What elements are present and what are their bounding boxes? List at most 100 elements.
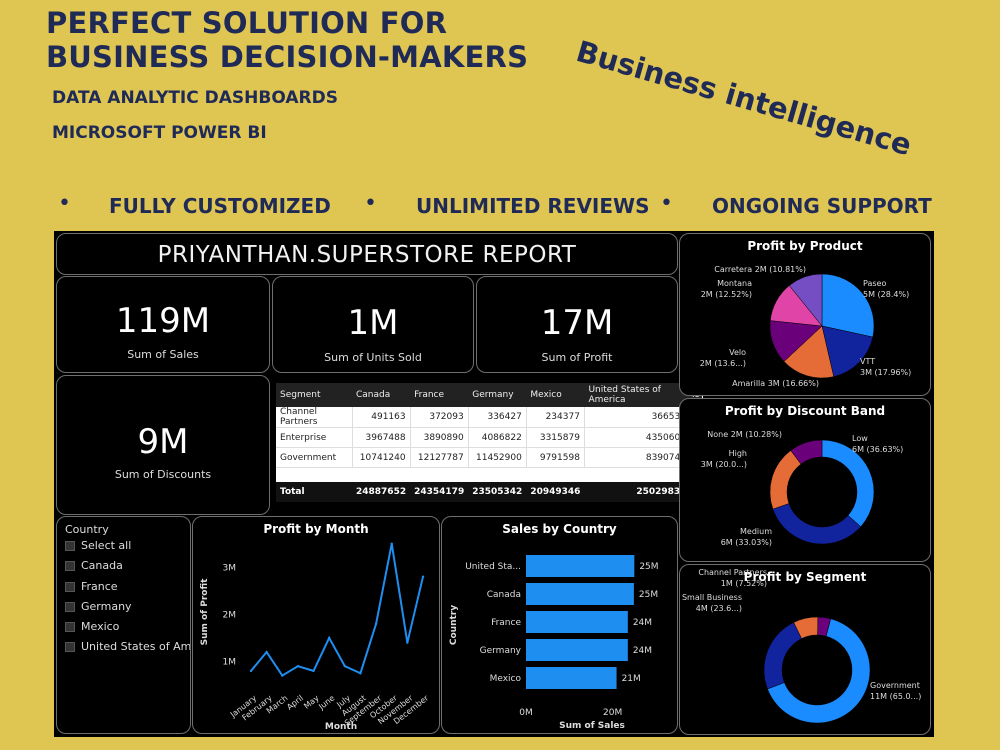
matrix-header-usa[interactable]: United States of America xyxy=(584,383,691,407)
y-tick-label: Germany xyxy=(480,646,522,656)
kpi-value: 1M xyxy=(347,303,399,343)
kpi-card-discounts[interactable]: 9M Sum of Discounts xyxy=(56,375,270,515)
slice-label: Velo xyxy=(729,348,746,357)
matrix-spacer xyxy=(276,468,702,482)
line-point xyxy=(374,622,378,625)
bar-chart-svg: United Sta... 25M Canada 25M France 24M German… xyxy=(449,555,659,731)
y-tick-label: 2M xyxy=(223,610,237,620)
banner-subtitle-dashboards: DATA ANALYTIC DASHBOARDS xyxy=(52,88,338,108)
x-tick-label: 0M xyxy=(519,708,533,718)
report-title: PRIYANTHAN.SUPERSTORE REPORT xyxy=(157,242,577,268)
slice-label: 3M (20.0...) xyxy=(701,460,747,469)
line-point xyxy=(312,669,315,673)
line-point xyxy=(327,636,331,640)
slice-label: Low xyxy=(852,434,868,443)
slice-label: Medium xyxy=(740,527,772,536)
matrix-cell-segment: Enterprise xyxy=(276,427,353,448)
matrix-header-canada[interactable]: Canada xyxy=(352,383,411,407)
y-tick-label: 3M xyxy=(223,563,237,573)
x-axis-label: Sum of Sales xyxy=(559,721,625,731)
kpi-value: 17M xyxy=(540,303,614,343)
matrix-cell: 491163 xyxy=(352,407,411,428)
table-row[interactable]: Enterprise 3967488 3890890 4086822 33158… xyxy=(276,427,703,448)
matrix-header-france[interactable]: France xyxy=(410,383,469,407)
checkbox-icon[interactable] xyxy=(65,540,75,551)
profit-by-product-chart[interactable]: Profit by Product Paseo 5M (28.4%) VTT 3M (… xyxy=(679,233,931,396)
profit-by-month-chart[interactable]: Profit by Month 1M 2M 3M January February Mar… xyxy=(192,516,440,734)
slicer-option-canada[interactable]: Canada xyxy=(65,559,190,572)
line-point xyxy=(281,674,284,677)
matrix-cell: 3890890 xyxy=(410,427,469,448)
kpi-label: Sum of Profit xyxy=(541,351,613,364)
pie-slice xyxy=(769,450,802,510)
matrix-total-cell: 24887652 xyxy=(352,481,411,502)
kpi-label: Sum of Units Sold xyxy=(324,351,422,364)
slice-label: 1M (7.52%) xyxy=(721,579,767,588)
x-tick-label: 20M xyxy=(603,708,622,718)
slicer-option-france[interactable]: France xyxy=(65,580,190,593)
matrix-cell: 3967488 xyxy=(352,427,411,448)
y-axis-label: Country xyxy=(449,605,459,645)
banner-title-line1: PERFECT SOLUTION FOR xyxy=(46,6,448,40)
kpi-label: Sum of Discounts xyxy=(114,468,212,481)
matrix-header-segment[interactable]: Segment xyxy=(276,383,352,407)
slice-label: VTT xyxy=(860,357,875,366)
y-tick-label: Canada xyxy=(487,590,521,600)
sales-by-country-chart[interactable]: Sales by Country United Sta... 25M Canada 2… xyxy=(441,516,678,734)
kpi-card-units-sold[interactable]: 1M Sum of Units Sold xyxy=(272,276,474,373)
slicer-option-label: United States of Am... xyxy=(81,640,191,653)
kpi-label: Sum of Sales xyxy=(127,348,199,361)
profit-by-discount-band-chart[interactable]: Profit by Discount Band Low 6M (36.63%) Me… xyxy=(679,398,931,562)
matrix-header-mexico[interactable]: Mexico xyxy=(526,383,585,407)
profit-line-series xyxy=(250,543,424,677)
kpi-card-profit[interactable]: 17M Sum of Profit xyxy=(476,276,678,373)
bullet-icon: • xyxy=(660,191,673,216)
checkbox-icon[interactable] xyxy=(65,560,75,571)
pie-slice xyxy=(788,273,823,327)
slice-label: Montana xyxy=(717,279,752,288)
slicer-option-mexico[interactable]: Mexico xyxy=(65,620,190,633)
y-axis-label: Sum of Profit xyxy=(200,578,210,646)
donut-chart-svg: Government 11M (65.0...) Small Business 4M … xyxy=(682,568,921,724)
pie-slice xyxy=(821,273,875,338)
slice-label: 4M (23.6...) xyxy=(696,604,742,613)
slicer-option-germany[interactable]: Germany xyxy=(65,600,190,613)
table-row[interactable]: Channel Partners 491163 372093 336427 23… xyxy=(276,407,703,428)
slicer-option-select-all[interactable]: Select all xyxy=(65,539,190,552)
segment-country-matrix[interactable]: Segment Canada France Germany Mexico Uni… xyxy=(276,383,703,502)
line-point xyxy=(343,664,347,668)
matrix-cell: 336427 xyxy=(468,407,527,428)
profit-by-segment-chart[interactable]: Profit by Segment Government 11M (65.0...… xyxy=(679,564,931,735)
table-total-row[interactable]: Total 24887652 24354179 23505342 2094934… xyxy=(276,481,703,502)
matrix-total-cell: 23505342 xyxy=(468,481,527,502)
slice-label: Paseo xyxy=(863,279,886,288)
pie-slice xyxy=(821,325,874,377)
feature-fully-customized: FULLY CUSTOMIZED xyxy=(109,194,331,218)
slice-label: Small Business xyxy=(682,593,742,602)
banner-subtitle-powerbi: MICROSOFT POWER BI xyxy=(52,123,267,143)
matrix-cell-segment: Government xyxy=(276,447,353,468)
checkbox-icon[interactable] xyxy=(65,621,75,632)
powerbi-dashboard: PRIYANTHAN.SUPERSTORE REPORT 119M Sum of… xyxy=(54,231,934,737)
bar-data-label: 21M xyxy=(622,674,641,684)
pie-slice xyxy=(772,503,862,545)
x-tick-label: May xyxy=(302,693,321,710)
chart-title: Sales by Country xyxy=(502,522,617,536)
checkbox-icon[interactable] xyxy=(65,581,75,592)
matrix-cell: 8390747 xyxy=(584,447,691,468)
kpi-card-sales[interactable]: 119M Sum of Sales xyxy=(56,276,270,373)
slice-label: 5M (28.4%) xyxy=(863,290,909,299)
matrix-header-germany[interactable]: Germany xyxy=(468,383,527,407)
x-axis-label: Month xyxy=(325,722,357,732)
chart-title: Profit by Segment xyxy=(743,570,867,584)
table-row[interactable]: Government 10741240 12127787 11452900 97… xyxy=(276,447,703,468)
checkbox-icon[interactable] xyxy=(65,601,75,612)
matrix-total-cell: 20949346 xyxy=(526,481,585,502)
slice-label: Amarilla 3M (16.66%) xyxy=(732,379,819,388)
slice-label: 3M (17.96%) xyxy=(860,368,911,377)
slicer-option-usa[interactable]: United States of Am... xyxy=(65,640,191,653)
banner-title: PERFECT SOLUTION FOR BUSINESS DECISION-M… xyxy=(46,6,528,74)
checkbox-icon[interactable] xyxy=(65,641,75,652)
matrix-cell: 3315879 xyxy=(526,427,585,448)
slicer-option-label: France xyxy=(81,580,118,593)
